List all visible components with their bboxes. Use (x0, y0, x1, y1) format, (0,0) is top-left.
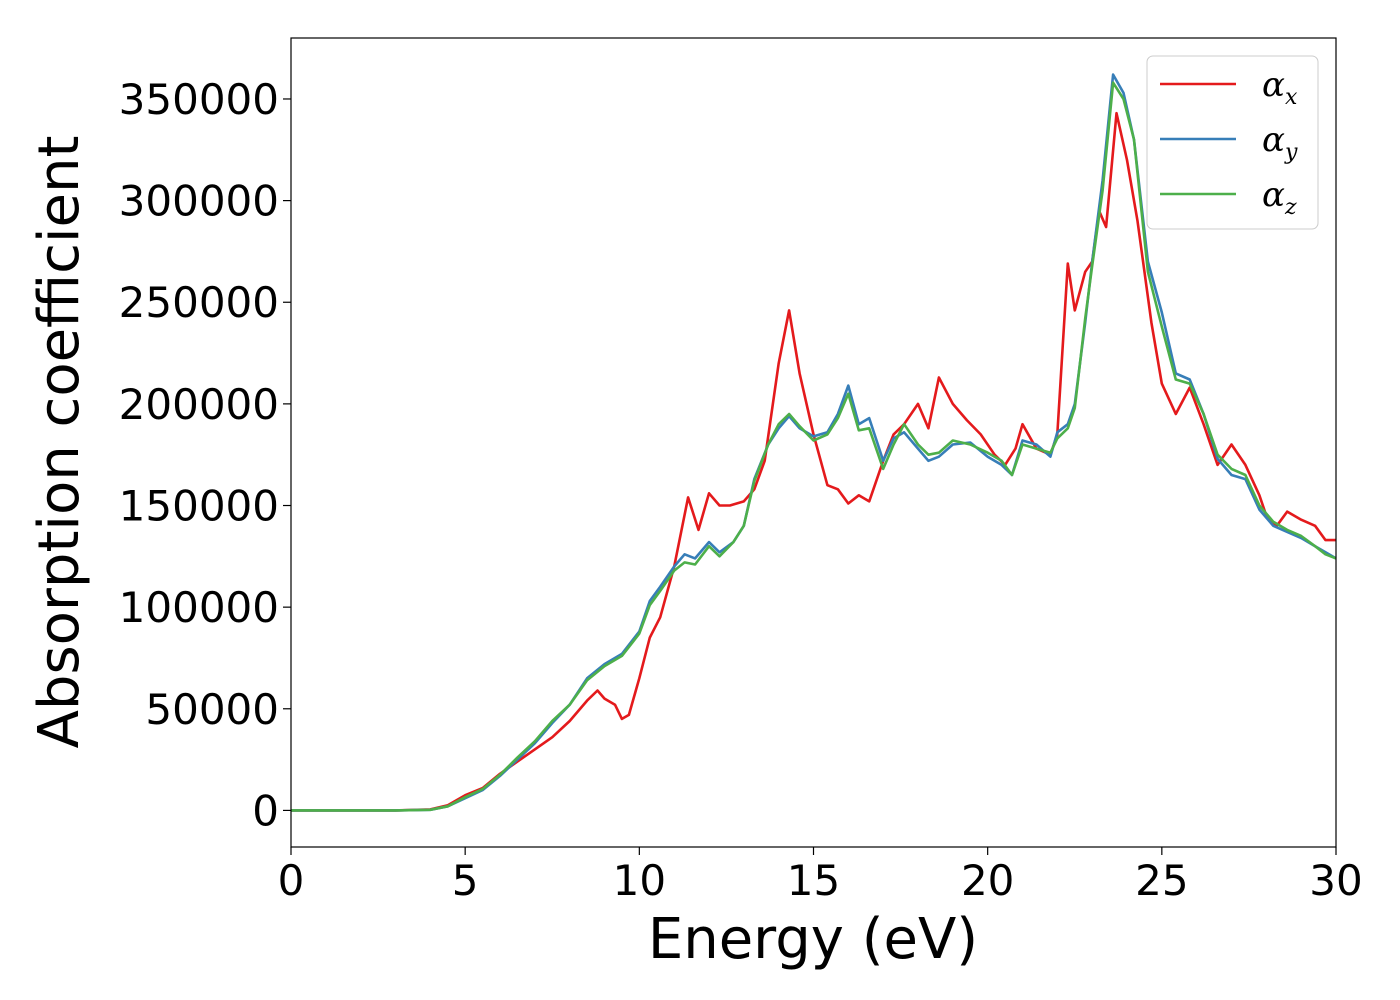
legend-label-y: αy (1262, 120, 1298, 165)
y-tick-label: 300000 (119, 177, 279, 226)
y-tick-label: 150000 (119, 482, 279, 531)
x-tick-label: 0 (278, 856, 305, 905)
legend-label-base: α (1262, 65, 1285, 105)
x-axis-title: Energy (eV) (648, 907, 978, 972)
x-tick-label: 15 (787, 856, 840, 905)
x-tick-label: 30 (1309, 856, 1362, 905)
x-tick-label: 25 (1135, 856, 1188, 905)
legend-label-subscript: x (1285, 85, 1298, 110)
y-axis-title: Absorption coefficient (27, 136, 92, 749)
legend-label-z: αz (1262, 175, 1297, 220)
legend-box (1146, 55, 1319, 230)
legend-label-subscript: y (1284, 140, 1298, 165)
series-layer (291, 73, 1337, 812)
x-tick-label: 10 (613, 856, 666, 905)
y-tick-label: 100000 (119, 583, 279, 632)
y-tick-label: 250000 (119, 278, 279, 327)
legend-label-x: αx (1262, 65, 1298, 110)
y-tick-label: 0 (252, 786, 279, 835)
legend-label-base: α (1262, 120, 1285, 160)
legend-label-base: α (1262, 175, 1285, 215)
x-axis-ticks: 0 5 10 15 20 25 30 (278, 847, 1363, 905)
legend-label-subscript: z (1284, 195, 1297, 220)
y-tick-label: 50000 (145, 685, 279, 734)
y-tick-label: 200000 (119, 380, 279, 429)
y-tick-label: 350000 (119, 75, 279, 124)
y-axis-ticks: 0 50000 100000 150000 200000 250000 300000 3500… (119, 75, 291, 835)
series-line-z (291, 81, 1337, 812)
x-tick-label: 20 (961, 856, 1014, 905)
x-tick-label: 5 (452, 856, 479, 905)
